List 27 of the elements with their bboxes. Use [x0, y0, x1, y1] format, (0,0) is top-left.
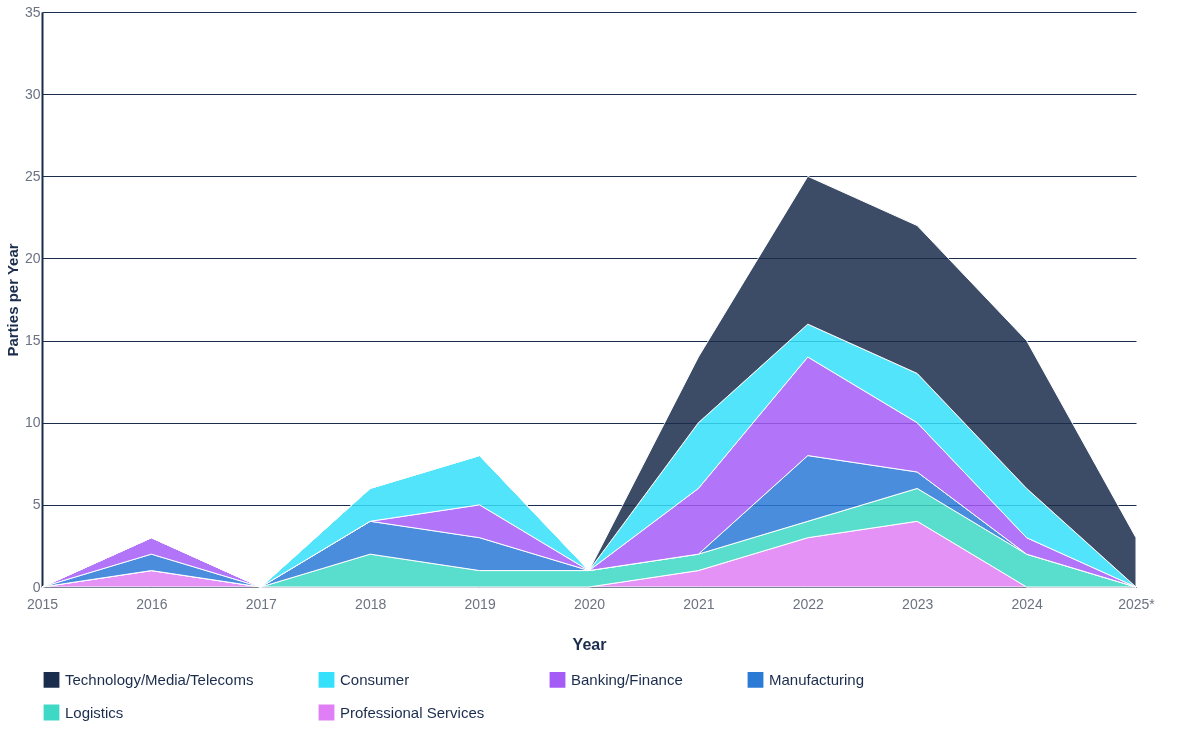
x-tick-label: 2025*	[1118, 595, 1156, 612]
legend-label: Logistics	[65, 703, 124, 721]
x-tick-label: 2024	[1011, 595, 1043, 612]
x-tick-label: 2019	[464, 595, 496, 612]
y-tick-label: 25	[24, 167, 41, 184]
y-tick-label: 10	[24, 414, 41, 431]
x-tick-label: 2015	[26, 595, 59, 612]
legend-label: Consumer	[340, 670, 410, 688]
y-tick-label: 0	[32, 578, 41, 595]
y-tick-label: 20	[24, 249, 41, 266]
y-axis-title: Parties per Year	[3, 243, 21, 357]
x-tick-label: 2017	[245, 595, 278, 612]
y-tick-label: 30	[24, 85, 41, 102]
x-tick-label: 2016	[136, 595, 168, 612]
y-tick-label: 5	[32, 496, 41, 513]
x-axis-title: Year	[572, 635, 607, 653]
x-tick-label: 2021	[683, 595, 715, 612]
x-tick-label: 2022	[792, 595, 825, 612]
x-tick-label: 2023	[902, 595, 934, 612]
y-tick-label: 15	[24, 332, 41, 349]
legend-label: Manufacturing	[769, 670, 865, 688]
legend-label: Professional Services	[340, 703, 485, 721]
legend-label: Technology/Media/Telecoms	[65, 670, 254, 688]
y-tick-label: 35	[24, 3, 41, 20]
x-tick-label: 2018	[355, 595, 387, 612]
x-tick-label: 2020	[573, 595, 606, 612]
legend-label: Banking/Finance	[571, 670, 683, 688]
